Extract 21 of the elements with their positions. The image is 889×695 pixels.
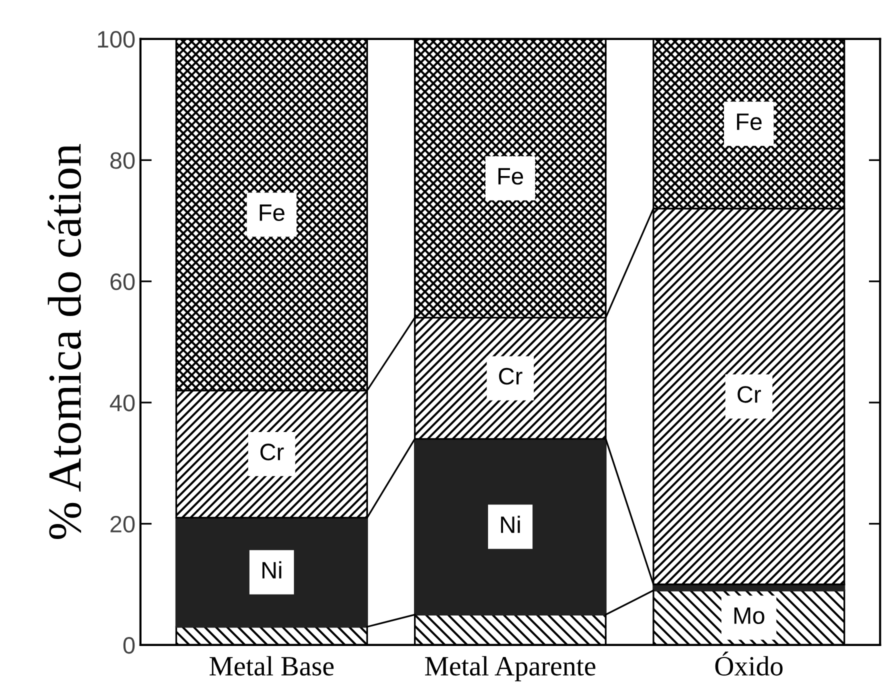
x-tick-label: Metal Aparente: [425, 656, 596, 682]
x-tick-label: Metal Base: [210, 656, 334, 676]
series-label: Cr: [499, 368, 522, 385]
x-tick-label: Óxido: [715, 652, 783, 676]
y-tick-label: 80: [110, 152, 135, 169]
text: Fe: [260, 204, 284, 222]
text: Ni: [501, 516, 520, 533]
series-label: Fe: [737, 114, 762, 130]
y-tick-label: 0: [123, 637, 135, 654]
series-label: Mo: [734, 608, 764, 624]
y-tick-label: 60: [110, 273, 135, 290]
y-tick-label: 40: [110, 394, 135, 412]
text: Cr: [738, 386, 761, 403]
text: Fe: [498, 168, 524, 185]
bar: [175, 516, 368, 628]
bar: [414, 438, 607, 616]
text: Cr: [260, 444, 284, 460]
y-tick-label: 100: [98, 30, 135, 48]
series-label: Ni: [262, 561, 282, 578]
y-axis-title: % Atomica do cátion: [48, 144, 82, 540]
y-tick-label: 20: [110, 516, 135, 533]
